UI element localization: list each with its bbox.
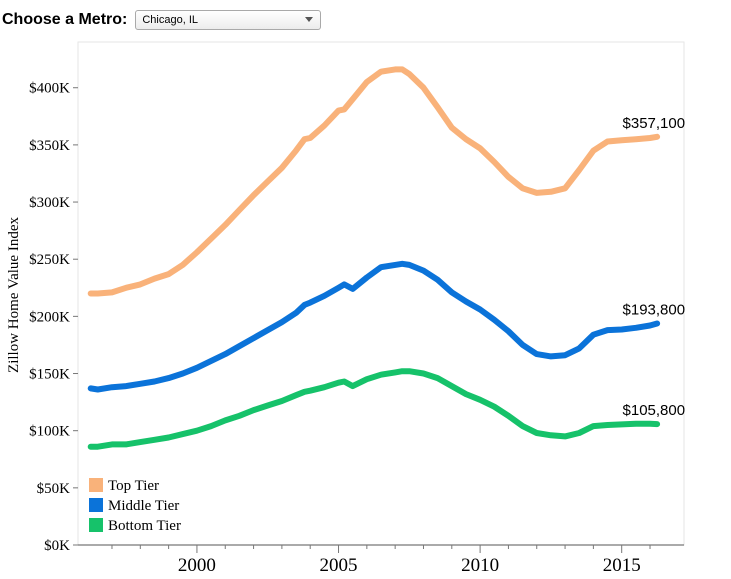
end-label-middle-tier: $193,800 — [623, 301, 686, 318]
y-tick-label: $100K — [29, 424, 70, 440]
series-lines — [87, 66, 661, 450]
legend-swatch-middle-tier — [89, 498, 103, 512]
y-tick-label: $0K — [44, 538, 70, 554]
y-tick-label: $150K — [29, 367, 70, 383]
y-tick-label: $250K — [29, 252, 70, 268]
series-end-labels: $357,100 $193,800 $105,800 — [623, 115, 686, 419]
y-tick-label: $350K — [29, 138, 70, 154]
metro-selector-label: Choose a Metro: — [2, 11, 128, 28]
legend-label-top-tier: Top Tier — [108, 478, 159, 494]
legend-label-bottom-tier: Bottom Tier — [108, 518, 181, 534]
metro-dropdown[interactable]: Chicago, IL — [135, 10, 322, 30]
y-tick-label: $50K — [37, 481, 71, 497]
chart-legend: Top Tier Middle Tier Bottom Tier — [89, 478, 181, 534]
x-tick-label: 2005 — [320, 555, 358, 576]
y-tick-label: $200K — [29, 309, 70, 325]
legend-label-middle-tier: Middle Tier — [108, 498, 179, 514]
legend-swatch-top-tier — [89, 478, 103, 492]
end-label-top-tier: $357,100 — [623, 115, 686, 132]
legend-swatch-bottom-tier — [89, 518, 103, 532]
x-tick-label: 2000 — [178, 555, 216, 576]
x-axis-ticks: 2000 2005 2010 2015 — [111, 545, 651, 576]
x-tick-label: 2015 — [603, 555, 641, 576]
x-tick-label: 2010 — [461, 555, 499, 576]
metro-dropdown-value: Chicago, IL — [142, 14, 198, 26]
end-label-bottom-tier: $105,800 — [623, 402, 686, 419]
series-line-middle-tier — [87, 260, 661, 393]
plot-area-border — [77, 41, 685, 546]
metro-selector-bar: Choose a Metro: Chicago, IL — [0, 8, 322, 32]
y-axis-title: Zillow Home Value Index — [6, 217, 22, 373]
chevron-down-icon — [305, 17, 314, 22]
y-tick-label: $300K — [29, 195, 70, 211]
y-axis-ticks: $0K $50K $100K $150K $200K $250K $300K $350K $40… — [29, 81, 78, 554]
y-tick-label: $400K — [29, 81, 70, 97]
series-line-bottom-tier — [87, 368, 661, 450]
series-line-top-tier — [87, 66, 661, 297]
